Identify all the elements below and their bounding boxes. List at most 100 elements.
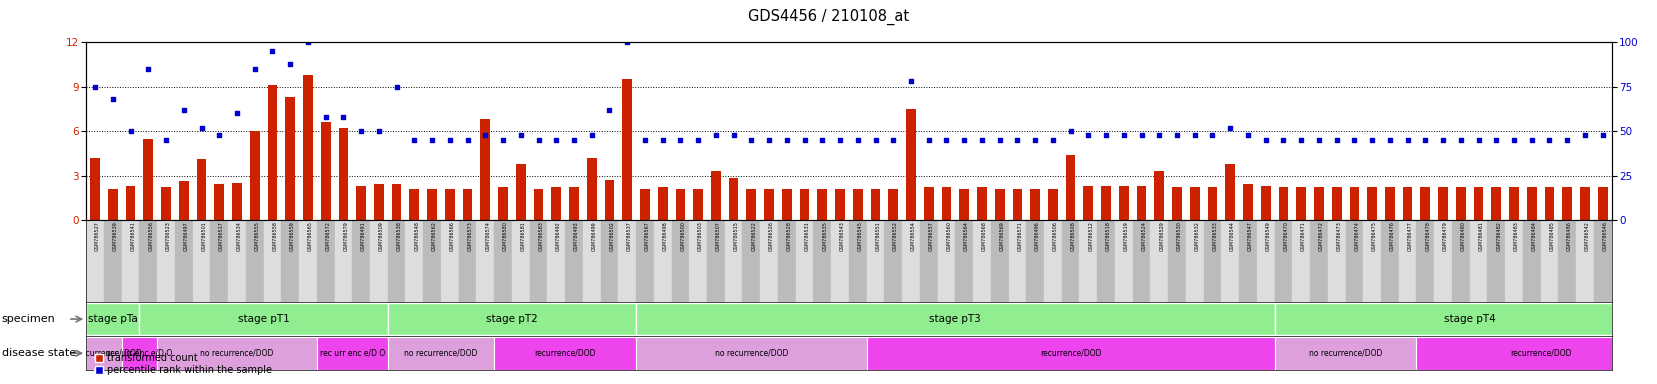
Bar (157, 220, 174, 302)
Text: GSM786558: GSM786558 (272, 222, 277, 252)
Text: GSM786499: GSM786499 (592, 222, 597, 251)
Text: GSM786476: GSM786476 (1389, 222, 1394, 252)
Bar (263, 220, 282, 302)
Bar (1274, 303, 1657, 336)
Bar (157, 337, 316, 370)
Bar (618, 220, 636, 302)
Text: GSM786566: GSM786566 (449, 222, 454, 252)
Bar (245, 220, 263, 302)
Text: stage pT1: stage pT1 (237, 314, 290, 324)
Bar (658, 187, 668, 220)
Text: GSM786529: GSM786529 (1158, 222, 1163, 252)
Point (81, 84, 108, 90)
Bar (494, 220, 512, 302)
Text: GSM786480: GSM786480 (1460, 222, 1465, 252)
Bar (320, 122, 330, 220)
Point (1447, 137, 1473, 143)
Bar (959, 189, 968, 220)
Text: GSM786548: GSM786548 (414, 222, 419, 252)
Bar (1433, 220, 1452, 302)
Text: GSM786473: GSM786473 (1336, 222, 1341, 252)
Bar (954, 220, 973, 302)
Point (118, 128, 144, 134)
Bar (267, 85, 277, 220)
Text: no recurrence/DOD: no recurrence/DOD (714, 349, 787, 358)
Bar (1544, 187, 1554, 220)
Text: GSM786507: GSM786507 (716, 222, 721, 252)
Text: GSM786580: GSM786580 (502, 222, 507, 252)
Point (507, 132, 534, 138)
Text: GSM786527: GSM786527 (94, 222, 99, 252)
Point (366, 128, 393, 134)
Text: GSM786534: GSM786534 (237, 222, 242, 252)
Bar (86, 337, 121, 370)
Bar (1238, 220, 1256, 302)
Bar (991, 220, 1007, 302)
Text: GSM786478: GSM786478 (1425, 222, 1430, 252)
Point (1428, 137, 1455, 143)
Text: GSM786502: GSM786502 (610, 222, 615, 252)
Text: GSM786551: GSM786551 (875, 222, 880, 252)
Point (1465, 137, 1491, 143)
Bar (782, 189, 792, 220)
Bar (210, 220, 229, 302)
Bar (1044, 220, 1060, 302)
Point (348, 128, 374, 134)
Bar (547, 220, 565, 302)
Text: GSM786559: GSM786559 (290, 222, 295, 252)
Text: GSM786508: GSM786508 (1070, 222, 1075, 252)
Text: GSM786564: GSM786564 (964, 222, 969, 252)
Bar (689, 220, 706, 302)
Point (295, 39, 321, 45)
Point (951, 137, 978, 143)
Point (205, 132, 232, 138)
Text: GSM786509: GSM786509 (379, 222, 384, 252)
Point (560, 137, 587, 143)
Bar (636, 303, 1274, 336)
Bar (1576, 220, 1592, 302)
Point (330, 114, 356, 120)
Bar (852, 189, 862, 220)
Point (258, 48, 285, 54)
Text: GSM786512: GSM786512 (1087, 222, 1092, 252)
Bar (1185, 220, 1203, 302)
Text: GSM786530: GSM786530 (1176, 222, 1181, 252)
Text: GSM786538: GSM786538 (396, 222, 401, 252)
Text: GSM786541: GSM786541 (131, 222, 136, 252)
Point (1163, 132, 1190, 138)
Point (1589, 132, 1616, 138)
Bar (406, 220, 423, 302)
Point (896, 78, 923, 84)
Point (968, 137, 994, 143)
Text: GSM786531: GSM786531 (804, 222, 809, 252)
Bar (89, 158, 99, 220)
Point (790, 137, 817, 143)
Bar (1505, 220, 1523, 302)
Point (1004, 137, 1031, 143)
Text: GSM786552: GSM786552 (893, 222, 898, 252)
Bar (1508, 187, 1518, 220)
Text: stage pT2: stage pT2 (486, 314, 537, 324)
Point (1500, 137, 1526, 143)
Point (1322, 137, 1349, 143)
Bar (1114, 220, 1132, 302)
Bar (497, 187, 507, 220)
Text: GSM786554: GSM786554 (910, 222, 915, 252)
Point (1412, 137, 1438, 143)
Bar (1060, 220, 1079, 302)
Text: GSM786583: GSM786583 (539, 222, 543, 252)
Point (650, 137, 676, 143)
Text: GSM786501: GSM786501 (202, 222, 207, 252)
Text: GSM786556: GSM786556 (147, 222, 152, 252)
Point (1518, 137, 1544, 143)
Bar (1331, 187, 1341, 220)
Point (1375, 137, 1402, 143)
Text: GSM786535: GSM786535 (822, 222, 827, 252)
Text: GSM786547: GSM786547 (1248, 222, 1253, 252)
Bar (1007, 220, 1026, 302)
Point (454, 137, 481, 143)
Bar (481, 119, 490, 220)
Bar (1206, 187, 1216, 220)
Text: GSM786517: GSM786517 (219, 222, 224, 252)
Text: GSM786482: GSM786482 (1495, 222, 1500, 252)
